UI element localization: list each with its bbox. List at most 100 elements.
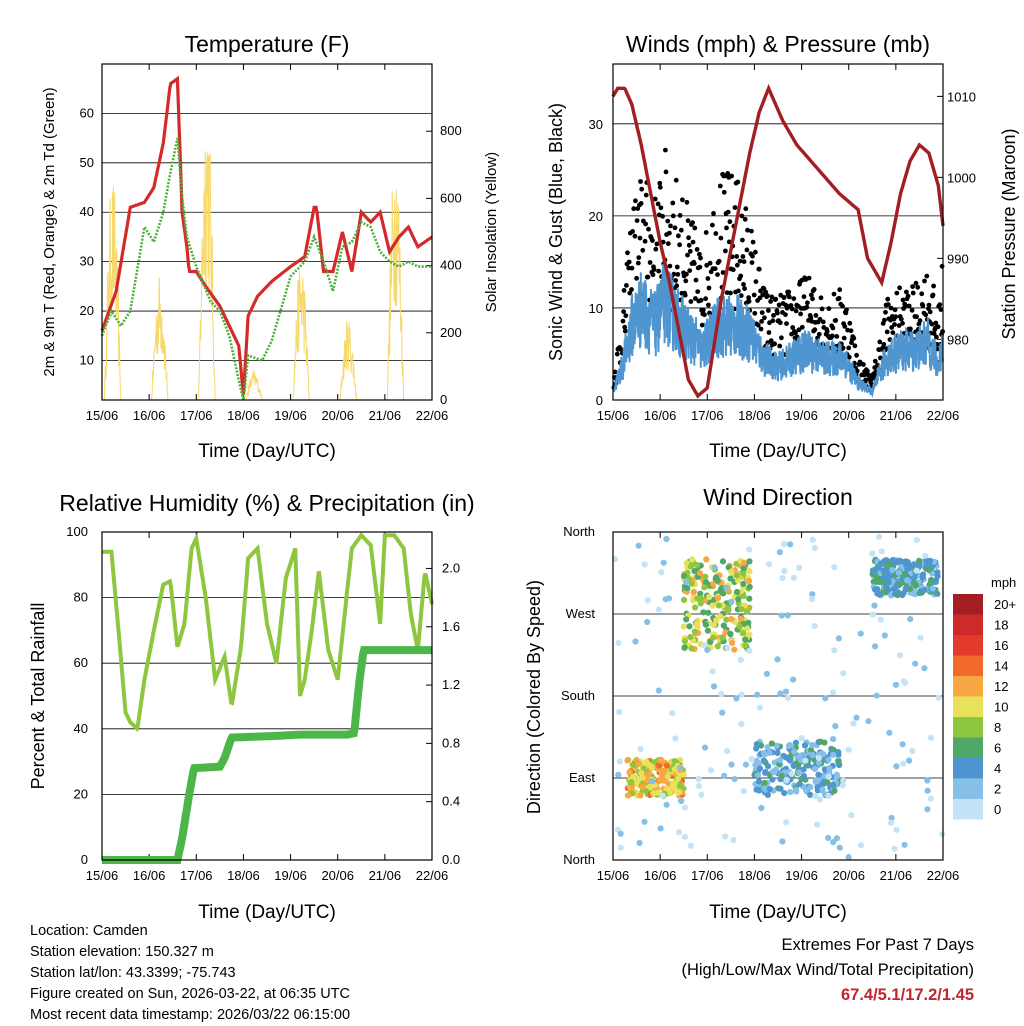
direction-point [746,631,753,638]
y-right-tick-label: 1.2 [442,677,460,692]
gust-point [746,295,751,300]
direction-point [681,573,688,580]
direction-point [718,690,725,698]
direction-point [655,606,662,613]
gust-point [699,322,705,328]
direction-point [756,765,764,772]
direction-point [812,793,819,800]
gust-point [630,229,635,234]
direction-point [719,709,726,716]
direction-point [714,595,722,602]
gust-point [906,303,912,309]
legend-swatch [953,778,983,799]
gust-point [933,320,939,326]
gust-point [750,253,755,259]
gust-point [759,319,764,324]
dewpoint-line [100,137,432,401]
gust-point [690,220,695,226]
direction-point [790,574,798,581]
direction-point [659,792,666,799]
gust-point [752,310,758,316]
direction-point [733,572,741,579]
precip-line [102,646,432,864]
gust-point [750,239,756,245]
y-right-tick-label: 200 [440,325,462,340]
direction-point [892,681,900,688]
y-right-tick-label: 2.0 [442,560,460,575]
direction-point [615,771,622,778]
direction-point [722,629,729,636]
direction-point [710,634,717,641]
direction-point [617,830,624,837]
gust-point [631,206,637,212]
direction-point [616,758,623,765]
gust-point [910,284,915,289]
direction-point [876,533,883,540]
direction-point [720,622,727,629]
direction-point [658,569,665,576]
gust-point [769,294,775,300]
x-tick-label: 22/06 [927,408,960,423]
panel-title: Temperature (F) [185,31,350,57]
direction-point [798,735,805,742]
direction-point [723,584,730,591]
gust-point [639,186,645,192]
gust-point [655,201,661,207]
direction-point [696,570,704,577]
legend-label: 8 [994,720,1001,735]
gust-point [786,289,792,295]
gust-point [772,341,777,347]
direction-point [756,704,764,711]
y-tick-label: 40 [74,721,88,736]
x-tick-label: 18/06 [227,408,260,423]
legend-swatch [953,655,983,676]
direction-point [661,777,668,784]
y-right-tick-label: 0 [440,392,447,407]
gust-point [622,324,628,330]
x-tick-label: 20/06 [321,408,354,423]
direction-point [687,842,695,849]
direction-point [787,541,794,548]
gust-point [736,288,741,294]
gust-point [707,260,713,266]
gust-point [727,219,733,225]
direction-point [800,773,808,780]
gust-point [647,260,653,265]
gust-point [713,231,719,236]
gust-point [685,218,691,224]
location-text: Location: Camden [30,923,148,939]
direction-point [701,744,709,751]
direction-points [612,533,946,861]
gust-point [929,321,935,327]
wind-line [612,259,944,398]
direction-point [736,623,743,630]
gust-point [621,288,627,293]
y-tick-label: 30 [80,254,94,269]
y-right-tick-label: 0.8 [442,735,460,750]
direction-point [666,789,674,796]
gust-point [836,295,842,301]
direction-point [835,635,843,642]
legend-label: 20+ [994,597,1016,612]
direction-point [617,844,624,851]
direction-point [899,741,906,748]
gust-point [779,335,784,341]
direction-point [766,786,773,793]
gust-point [861,362,866,367]
gust-point [665,241,671,247]
y-tick-label: 0 [596,393,603,408]
y-tick-label: 40 [80,204,94,219]
gust-point [777,320,783,326]
direction-point [650,790,657,797]
direction-point [615,639,622,647]
y-right-tick-label: 600 [440,190,462,205]
direction-point [702,573,709,580]
x-axis-label: Time (Day/UTC) [198,902,336,923]
gust-point [905,293,911,299]
gust-point [902,303,908,308]
direction-point [782,688,790,695]
gust-point [730,267,736,273]
gust-point [700,307,706,313]
gust-point [762,315,767,321]
gust-point [764,293,770,298]
